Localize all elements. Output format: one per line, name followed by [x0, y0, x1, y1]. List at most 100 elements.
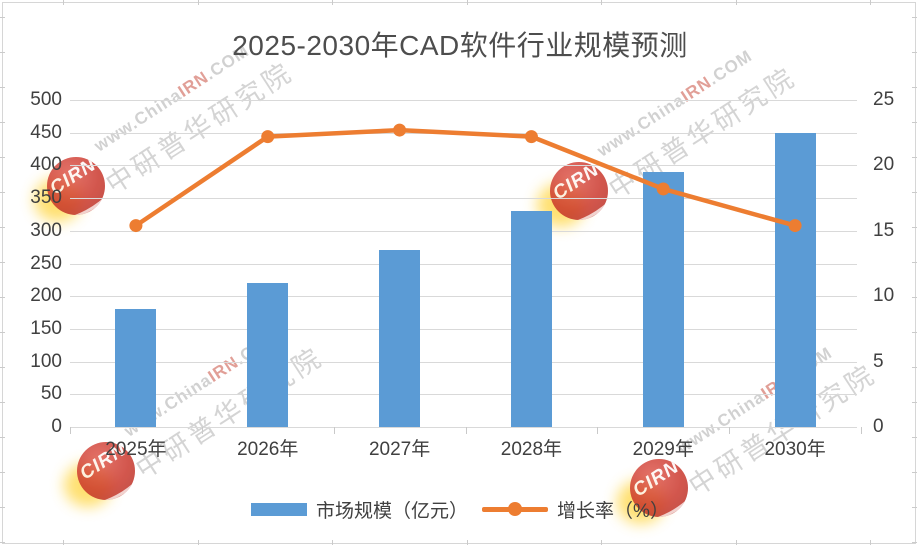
- sheet-column-tick: [735, 540, 737, 545]
- sheet-column-tick: [466, 0, 468, 5]
- left-axis-tick-label: 300: [30, 219, 62, 241]
- bar-2027年: [379, 250, 421, 427]
- sheet-border: [2, 543, 916, 544]
- sheet-border: [2, 2, 916, 3]
- x-axis-label: 2025年: [105, 439, 167, 460]
- sheet-row-tick: [912, 507, 917, 508]
- sheet-column-tick: [332, 540, 333, 545]
- gridline: [70, 427, 857, 428]
- left-axis-tick-label: 50: [40, 383, 62, 405]
- sheet-column-tick: [601, 0, 602, 5]
- gridline: [70, 296, 857, 298]
- x-axis-tick: [861, 427, 862, 434]
- gridline: [70, 165, 857, 167]
- line-marker-2027年: [393, 123, 407, 137]
- sheet-row-tick: [912, 122, 917, 123]
- line-marker-swatch: [508, 502, 523, 516]
- left-axis-tick-label: 350: [30, 187, 62, 209]
- sheet-row-tick: [912, 192, 917, 193]
- sheet-row-tick: [912, 87, 917, 88]
- x-axis-label: 2026年: [237, 439, 299, 460]
- gridline: [70, 394, 857, 396]
- sheet-row-tick: [0, 262, 5, 263]
- x-axis-tick: [729, 427, 731, 434]
- x-axis-tick: [597, 427, 599, 434]
- sheet-row-tick: [0, 297, 5, 298]
- cirn-logo-icon: CIRN: [630, 459, 688, 517]
- cirn-logo-icon: CIRN: [47, 157, 105, 215]
- sheet-row-tick: [912, 157, 917, 158]
- right-axis-tick-label: 5: [873, 350, 884, 372]
- sheet-column-tick: [870, 540, 871, 545]
- left-axis-tick-label: 0: [51, 416, 62, 437]
- sheet-border: [915, 2, 916, 544]
- x-axis-tick: [70, 427, 71, 434]
- left-axis-tick-label: 500: [30, 89, 62, 110]
- x-axis-label: 2030年: [764, 439, 826, 460]
- x-axis-tick: [333, 427, 335, 434]
- sheet-column-tick: [466, 540, 468, 545]
- bar-2025年: [115, 309, 157, 427]
- left-axis-tick-label: 450: [30, 121, 62, 143]
- legend-label-market-scale: 市场规模（亿元）: [316, 500, 469, 522]
- gridline: [70, 132, 857, 134]
- chart-title: 2025-2030年CAD软件行业规模预测: [232, 30, 688, 61]
- left-axis-tick-label: 400: [30, 154, 62, 176]
- sheet-row-tick: [0, 437, 5, 438]
- left-axis-tick-label: 150: [30, 317, 62, 339]
- sheet-row-tick: [0, 472, 5, 473]
- sheet-column-tick: [197, 540, 199, 545]
- bar-2026年: [247, 283, 289, 427]
- right-axis-tick-label: 15: [873, 219, 895, 241]
- sheet-row-tick: [0, 402, 5, 403]
- sheet-row-tick: [0, 157, 5, 158]
- legend-item-market-scale: 市场规模（亿元）: [251, 496, 468, 523]
- legend: 市场规模（亿元） 增长率（%）: [0, 495, 920, 523]
- left-axis-tick-label: 100: [30, 350, 62, 372]
- sheet-row-tick: [0, 542, 5, 543]
- gridline: [70, 328, 857, 330]
- x-axis-label: 2027年: [368, 439, 431, 460]
- sheet-column-tick: [870, 0, 871, 5]
- sheet-row-tick: [0, 367, 5, 368]
- sheet-row-tick: [912, 17, 917, 18]
- sheet-column-tick: [601, 540, 602, 545]
- gridline: [70, 198, 857, 200]
- gridline: [70, 100, 857, 101]
- cirn-logo-icon: CIRN: [77, 442, 135, 500]
- gridline: [70, 263, 857, 265]
- x-axis-label: 2029年: [632, 439, 694, 460]
- sheet-row-tick: [912, 542, 917, 543]
- bar-series-swatch: [251, 502, 308, 516]
- bar-2030年: [774, 132, 816, 427]
- left-axis-tick-label: 200: [30, 285, 62, 307]
- sheet-row-tick: [0, 332, 5, 333]
- sheet-row-tick: [912, 402, 917, 403]
- growth-rate-line: [133, 127, 798, 228]
- right-axis-tick-label: 0: [873, 416, 884, 437]
- sheet-column-tick: [63, 540, 64, 545]
- sheet-row-tick: [912, 297, 917, 298]
- right-axis-tick-label: 20: [873, 154, 895, 176]
- right-axis-tick-label: 25: [873, 89, 895, 110]
- sheet-row-tick: [912, 52, 917, 53]
- sheet-row-tick: [912, 472, 917, 473]
- right-axis-tick-label: 10: [873, 285, 895, 307]
- legend-item-growth-rate: 增长率（%）: [482, 496, 669, 523]
- sheet-column-tick: [332, 0, 333, 5]
- bar-2028年: [510, 211, 552, 427]
- sheet-row-tick: [0, 17, 5, 18]
- sheet-column-tick: [197, 0, 199, 5]
- x-axis-tick: [465, 427, 467, 434]
- x-axis-label: 2028年: [500, 439, 563, 460]
- sheet-row-tick: [0, 507, 5, 508]
- sheet-column-tick: [735, 0, 737, 5]
- sheet-row-tick: [0, 227, 5, 228]
- sheet-row-tick: [0, 122, 5, 123]
- sheet-row-tick: [0, 52, 5, 53]
- line-series-swatch: [482, 502, 549, 516]
- sheet-row-tick: [0, 192, 5, 193]
